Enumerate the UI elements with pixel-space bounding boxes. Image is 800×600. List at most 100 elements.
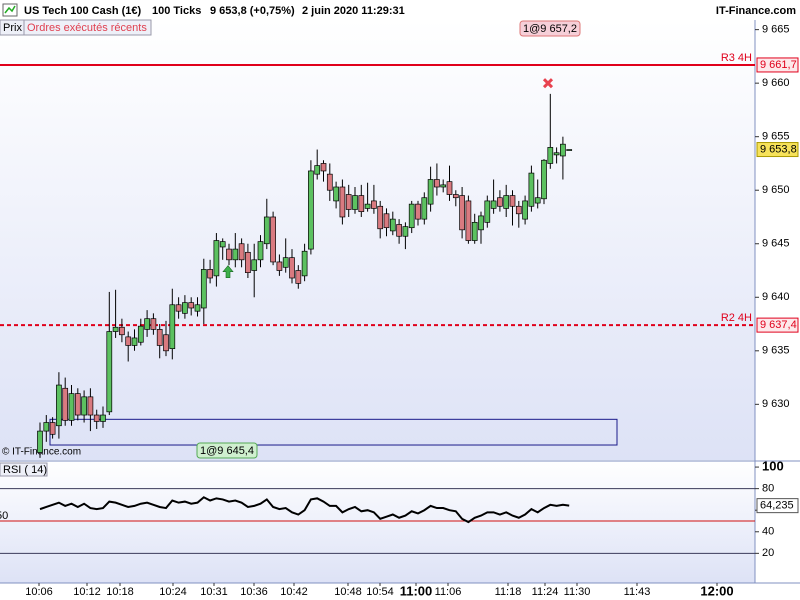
candle-body bbox=[515, 205, 522, 215]
y-tick-label: 9 640 bbox=[762, 291, 790, 303]
candle-body bbox=[553, 152, 560, 156]
candle-body bbox=[68, 393, 75, 421]
candle-body bbox=[188, 302, 195, 309]
x-tick-label: 10:18 bbox=[106, 586, 134, 598]
candle-body bbox=[352, 195, 358, 210]
rsi-last-label: 64,235 bbox=[760, 500, 794, 512]
candle-body bbox=[137, 325, 144, 343]
candle-body bbox=[81, 396, 87, 416]
x-tick-label: 11:43 bbox=[624, 586, 651, 598]
buy-marker bbox=[222, 265, 234, 278]
candle-body bbox=[37, 430, 43, 453]
x-tick-label: 11:24 bbox=[532, 586, 559, 598]
y-tick-label: 20 bbox=[762, 547, 774, 559]
candle-body bbox=[100, 414, 106, 422]
x-tick-label: 10:48 bbox=[334, 586, 362, 598]
candle-body bbox=[232, 248, 239, 261]
y-tick-label: 9 630 bbox=[762, 398, 790, 410]
candle-body bbox=[522, 200, 528, 220]
candle-body bbox=[427, 179, 434, 205]
candle-body bbox=[434, 179, 440, 188]
candle-body bbox=[339, 186, 346, 218]
x-tick-label: 11:18 bbox=[495, 586, 522, 598]
candle-body bbox=[213, 240, 220, 277]
candle-body bbox=[207, 269, 213, 279]
y-tick-label: 40 bbox=[762, 526, 774, 538]
order-box bbox=[196, 442, 258, 459]
x-tick-label: 12:00 bbox=[700, 583, 733, 598]
last-price-box bbox=[756, 142, 799, 158]
rsi-last-box bbox=[756, 498, 799, 514]
interval[interactable]: 100 Ticks bbox=[152, 5, 201, 17]
candle-body bbox=[131, 337, 138, 346]
candle-body bbox=[219, 241, 226, 248]
candle-body bbox=[276, 261, 283, 271]
candle-body bbox=[452, 194, 459, 199]
y-tick-label: 9 635 bbox=[762, 345, 790, 357]
candle-body bbox=[490, 200, 497, 209]
candle-body bbox=[440, 184, 447, 188]
x-tick-label: 11:00 bbox=[400, 583, 433, 598]
rsi-level-label: 50 bbox=[0, 510, 8, 522]
instrument-icon bbox=[4, 5, 16, 14]
candle-body bbox=[74, 393, 81, 416]
x-tick-label: 10:31 bbox=[200, 586, 228, 598]
candle-body bbox=[471, 221, 478, 241]
candle-body bbox=[226, 248, 232, 261]
candle-body bbox=[119, 326, 125, 336]
candle-body bbox=[358, 195, 365, 212]
candle-body bbox=[484, 200, 491, 223]
candle-body bbox=[421, 197, 428, 220]
candle-body bbox=[257, 241, 264, 261]
candle-body bbox=[301, 250, 308, 277]
order-label: 1@9 657,2 bbox=[523, 23, 577, 35]
y-tick-label: 9 645 bbox=[762, 238, 790, 250]
candle-body bbox=[200, 269, 207, 309]
candle-body bbox=[263, 216, 270, 245]
last-price-label: 9 653,8 bbox=[760, 143, 797, 155]
last-price: 9 653,8 (+0,75%) bbox=[210, 5, 295, 17]
y-tick-label: 9 650 bbox=[762, 184, 790, 196]
candle-body bbox=[446, 181, 453, 195]
candle-body bbox=[163, 334, 169, 352]
candle-body bbox=[389, 218, 396, 232]
candle-body bbox=[150, 318, 157, 330]
candle-body bbox=[308, 170, 314, 250]
candle-body bbox=[87, 396, 94, 416]
x-tick-label: 10:06 bbox=[25, 586, 53, 598]
candle-body bbox=[509, 195, 516, 207]
candle-body bbox=[408, 203, 415, 229]
candle-body bbox=[371, 200, 377, 209]
candle-body bbox=[333, 186, 339, 202]
candle-body bbox=[314, 165, 321, 175]
y-tick-label: 9 660 bbox=[762, 77, 790, 89]
candle-body bbox=[478, 215, 484, 231]
y-tick-label: 9 665 bbox=[762, 24, 790, 36]
candle-body bbox=[497, 197, 503, 207]
candle-body bbox=[175, 304, 182, 312]
orders-tab[interactable] bbox=[23, 19, 152, 36]
candle-body bbox=[93, 414, 100, 422]
rsi-line bbox=[39, 496, 570, 524]
candle-body bbox=[156, 329, 163, 346]
candle-body bbox=[396, 224, 402, 237]
candle-body bbox=[547, 147, 554, 164]
candle-body bbox=[560, 143, 566, 157]
candle-body bbox=[402, 226, 409, 237]
candle-body bbox=[270, 216, 276, 263]
orders-tab-label[interactable]: Ordres exécutés récents bbox=[27, 22, 147, 34]
candle-body bbox=[534, 197, 541, 204]
candle-body bbox=[125, 336, 132, 346]
candle-body bbox=[182, 302, 188, 314]
candle-body bbox=[62, 387, 69, 421]
candle-body bbox=[43, 422, 50, 432]
price-tab-label[interactable]: Prix bbox=[3, 22, 22, 34]
level-box bbox=[756, 317, 799, 333]
datetime: 2 juin 2020 11:29:31 bbox=[302, 5, 405, 17]
rsi-panel bbox=[0, 462, 755, 583]
candle-body bbox=[49, 422, 56, 435]
level-name: R2 4H bbox=[721, 312, 752, 324]
candle-body bbox=[238, 243, 245, 261]
candle-body bbox=[566, 149, 573, 151]
candle-body bbox=[144, 318, 150, 330]
